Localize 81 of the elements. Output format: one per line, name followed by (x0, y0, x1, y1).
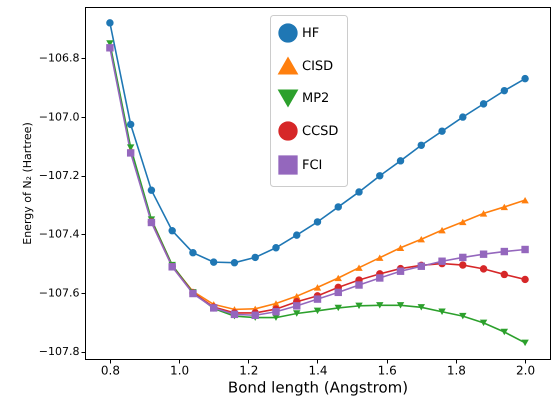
x-axis-title: Bond length (Angstrom) (228, 378, 408, 396)
legend-label: CISD (302, 59, 334, 74)
point (480, 210, 488, 217)
y-tick-label: −107.0 (38, 110, 80, 124)
legend-label: CCSD (302, 124, 338, 139)
point (168, 227, 176, 234)
point (480, 100, 488, 108)
y-axis-title: Energy of N₂ (Hartree) (20, 122, 34, 245)
point (438, 127, 446, 135)
point (314, 308, 322, 314)
point (355, 188, 363, 196)
point (521, 74, 529, 82)
point (438, 308, 446, 315)
point (500, 248, 508, 256)
y-tick-label: −107.6 (38, 286, 80, 300)
point (396, 157, 404, 165)
point (334, 274, 342, 282)
x-tick-label: 1.8 (446, 364, 466, 378)
point (376, 274, 384, 282)
point (334, 203, 342, 211)
point (459, 261, 467, 269)
point (480, 250, 488, 258)
x-tick-label: 2.0 (516, 364, 536, 378)
point (521, 340, 529, 346)
point (293, 231, 300, 239)
legend-label: HF (302, 26, 320, 41)
point (480, 265, 488, 273)
x-tick-label: 1.2 (239, 364, 258, 378)
point (396, 302, 404, 308)
point (148, 186, 156, 194)
point (334, 304, 342, 312)
point (230, 259, 238, 266)
point (418, 236, 426, 242)
y-tick-label: −107.8 (38, 345, 80, 358)
point (521, 246, 529, 254)
x-tick-label: 1.4 (308, 364, 328, 378)
point (272, 308, 280, 316)
point (126, 120, 134, 128)
point (293, 310, 300, 317)
point (500, 328, 508, 336)
x-tick-label: 1.6 (378, 364, 397, 378)
point (459, 312, 467, 320)
point (106, 19, 114, 27)
point (210, 258, 218, 266)
legend-label: FCI (302, 158, 322, 173)
point (396, 268, 404, 275)
point (272, 244, 280, 252)
y-tick-label: −107.4 (38, 228, 80, 241)
point (500, 204, 508, 210)
y-tick-label: −107.2 (38, 169, 80, 182)
point (293, 302, 300, 310)
point (500, 86, 508, 94)
point (189, 249, 197, 256)
point (438, 258, 446, 265)
point (376, 254, 384, 261)
point (521, 196, 529, 204)
point (418, 304, 426, 311)
point (459, 254, 467, 262)
point (396, 244, 404, 251)
x-tick-label: 1.0 (170, 364, 190, 378)
y-tick-label: −106.8 (38, 52, 80, 65)
point (480, 320, 488, 326)
point (334, 288, 342, 296)
point (252, 254, 259, 262)
point (418, 142, 426, 149)
point (314, 218, 322, 226)
point (314, 295, 322, 303)
point (355, 302, 363, 310)
point (459, 218, 467, 226)
point (438, 226, 446, 234)
point (376, 302, 384, 308)
point (459, 113, 467, 121)
point (126, 149, 134, 157)
point (376, 172, 384, 180)
point (106, 44, 114, 52)
point (355, 264, 363, 271)
legend-label: MP2 (302, 91, 330, 106)
point (314, 284, 322, 291)
point (500, 270, 508, 278)
x-tick-label: 0.8 (100, 364, 120, 378)
point (521, 276, 529, 284)
